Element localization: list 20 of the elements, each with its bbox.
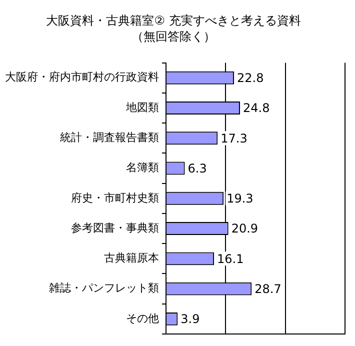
y-tick-label: 大阪府・府内市町村の行政資料 (5, 70, 159, 84)
data-label: 20.9 (231, 222, 258, 236)
data-label: 6.3 (188, 161, 207, 176)
data-label: 17.3 (220, 131, 248, 146)
y-tick-label: 府史・市町村史類 (71, 191, 159, 204)
y-tick-label: 古典籍原本 (104, 252, 159, 265)
y-tick-label: 参考図書・事典類 (71, 221, 159, 234)
data-label: 22.8 (237, 70, 264, 85)
y-tick-label: その他 (126, 312, 159, 325)
chart-title: 大阪資料・古典籍室② 充実すべきと考える資料 (46, 13, 301, 28)
chart-subtitle: （無回答除く） (132, 30, 216, 44)
y-tick-label: 雑誌・パンフレット類 (49, 282, 159, 295)
data-label: 19.3 (226, 192, 254, 206)
y-tick-label: 地図類 (125, 100, 159, 114)
y-tick-label: 統計・調査報告書類 (60, 130, 159, 144)
data-label: 28.7 (254, 282, 282, 296)
data-label: 16.1 (217, 252, 244, 266)
data-label: 3.9 (180, 312, 200, 326)
y-tick-label: 名簿類 (126, 161, 159, 174)
data-label: 24.8 (242, 101, 270, 116)
